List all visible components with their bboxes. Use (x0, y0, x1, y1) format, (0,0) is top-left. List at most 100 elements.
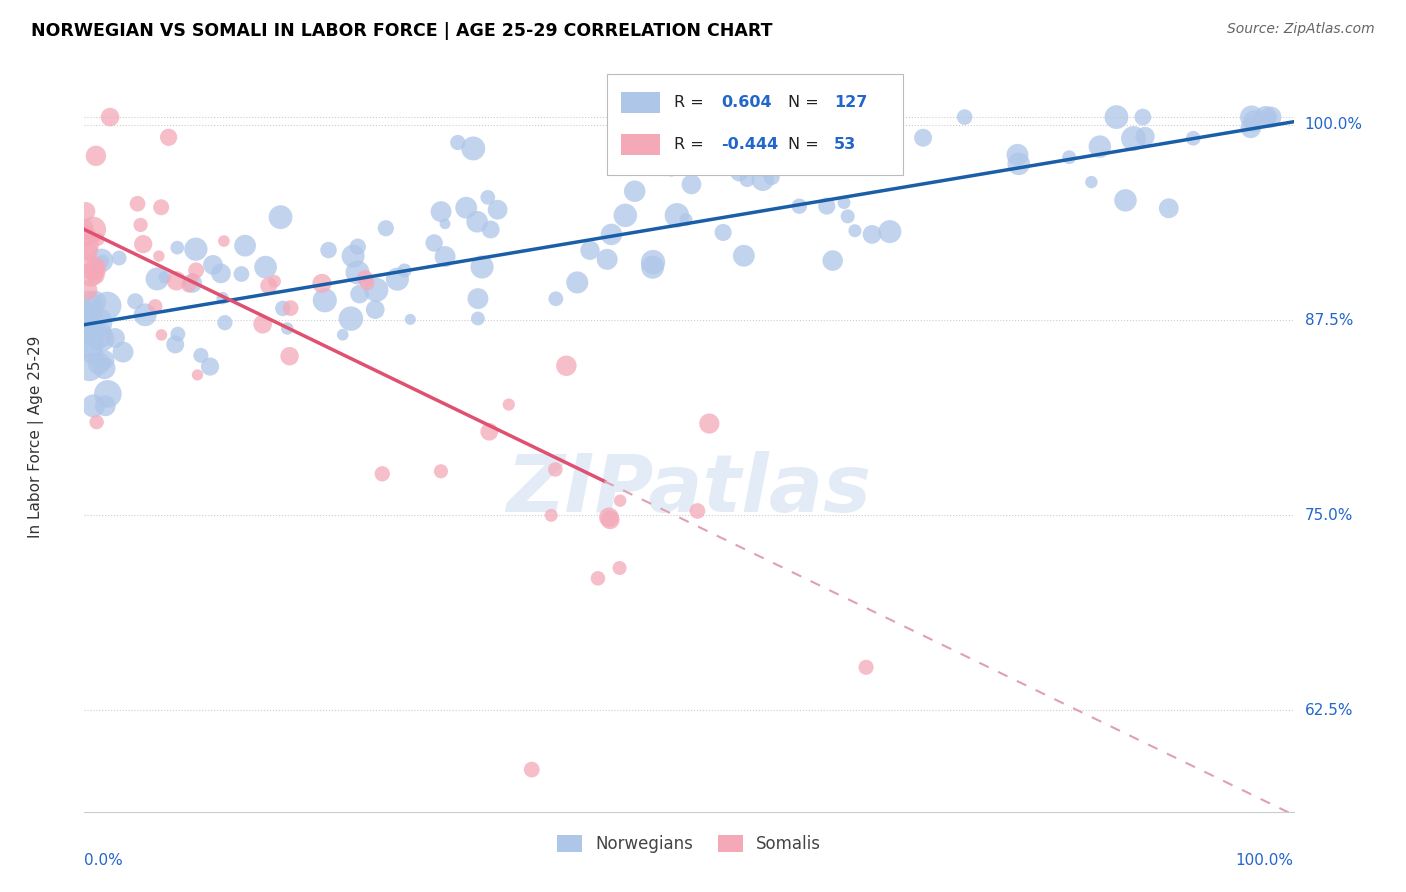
Point (73, 220, 96, 235)
Point (214, 316, 236, 330)
Point (1008, 157, 1031, 171)
Text: 0.604: 0.604 (721, 95, 772, 110)
Text: 0.0%: 0.0% (84, 853, 124, 868)
Point (90, 253, 112, 268)
Point (447, 136, 470, 150)
Point (127, 196, 149, 211)
Point (423, 235, 446, 250)
Point (430, 464, 453, 478)
Point (1080, 175, 1102, 189)
Point (73, 318, 96, 333)
Point (1132, 110, 1154, 124)
Text: 100.0%: 100.0% (1305, 118, 1362, 132)
Point (346, 265, 368, 279)
Point (311, 277, 333, 291)
Point (807, 134, 830, 148)
Text: ZIPatlas: ZIPatlas (506, 450, 872, 529)
Point (912, 130, 935, 145)
Text: N =: N = (789, 137, 818, 153)
Point (371, 467, 394, 481)
Point (872, 156, 894, 170)
Point (356, 276, 378, 290)
Point (659, 163, 682, 178)
Point (675, 212, 697, 227)
Point (84, 149, 107, 163)
Point (761, 169, 783, 184)
Point (342, 249, 364, 263)
Point (1254, 110, 1277, 124)
Point (73, 229, 96, 244)
Point (94, 399, 117, 413)
Point (567, 276, 589, 290)
Text: R =: R = (675, 137, 704, 153)
Text: N =: N = (789, 95, 818, 110)
Text: 75.0%: 75.0% (1305, 508, 1353, 523)
Text: -0.444: -0.444 (721, 137, 779, 153)
Point (97, 387, 120, 401)
Point (555, 359, 578, 373)
Point (77, 297, 100, 311)
Text: 53: 53 (834, 137, 856, 153)
Point (104, 331, 127, 345)
Point (270, 210, 292, 224)
Point (86, 315, 108, 329)
Point (844, 224, 866, 238)
Point (821, 253, 844, 268)
Point (681, 178, 703, 192)
Point (598, 510, 620, 524)
Point (271, 301, 294, 316)
Point (75, 308, 97, 322)
Point (231, 267, 253, 281)
Point (394, 263, 416, 277)
Point (77, 312, 100, 326)
Point (614, 208, 637, 222)
Point (91, 254, 114, 268)
Point (80, 268, 103, 282)
Point (1243, 114, 1265, 128)
Point (212, 234, 235, 248)
Point (80, 327, 103, 342)
Point (1122, 131, 1144, 145)
Point (332, 327, 354, 342)
Point (96, 299, 118, 313)
Point (75, 238, 97, 252)
Point (132, 237, 155, 252)
Point (278, 349, 301, 363)
Text: 127: 127 (834, 95, 868, 110)
Point (177, 277, 200, 292)
Point (467, 311, 489, 326)
Point (150, 327, 173, 342)
Point (467, 292, 489, 306)
Point (770, 154, 793, 169)
Point (198, 359, 221, 374)
Point (434, 217, 457, 231)
Point (1007, 148, 1029, 162)
Point (181, 276, 204, 290)
Point (98, 110, 121, 124)
Point (366, 283, 388, 297)
Point (166, 241, 188, 255)
Point (855, 660, 877, 674)
Point (257, 278, 280, 293)
Point (686, 504, 709, 518)
Text: Source: ZipAtlas.com: Source: ZipAtlas.com (1227, 22, 1375, 37)
Point (430, 204, 453, 219)
Point (129, 218, 152, 232)
Point (93, 361, 115, 376)
Point (165, 274, 187, 288)
Point (544, 292, 567, 306)
Point (665, 208, 688, 222)
Point (579, 244, 602, 258)
Point (166, 327, 188, 342)
Point (364, 302, 387, 317)
Point (75, 204, 97, 219)
Point (477, 190, 499, 204)
Point (157, 130, 180, 145)
Point (599, 513, 621, 527)
Bar (621, 135, 659, 155)
Text: R =: R = (675, 95, 704, 110)
Point (600, 227, 623, 242)
Point (787, 199, 810, 213)
Point (76, 283, 98, 297)
Point (837, 210, 859, 224)
